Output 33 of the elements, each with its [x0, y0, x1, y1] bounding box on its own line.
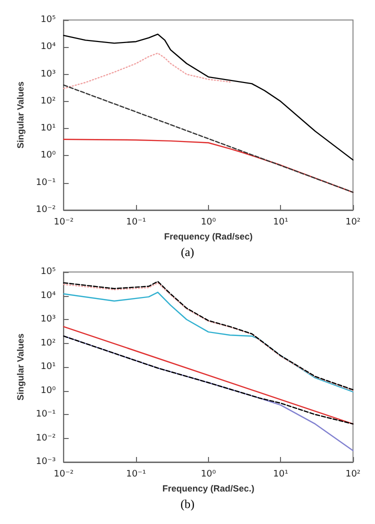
y-tick-label: 10⁻³: [36, 457, 56, 467]
text: (b): [180, 497, 195, 511]
y-tick-label: 10³: [40, 314, 56, 324]
y-tick-label: 10²: [40, 338, 56, 348]
x-axis-title: Frequency (Rad/Sec.): [162, 483, 254, 494]
x-tick-label: 10¹: [273, 218, 289, 228]
y-tick-label: 10⁻²: [36, 205, 56, 215]
y-tick-label: 10¹: [40, 362, 56, 372]
y-tick-label: 10⁵: [40, 267, 56, 277]
y-axis-title: Singular Values: [16, 333, 26, 401]
x-tick-label: 10⁰: [200, 470, 216, 480]
y-tick-label: 10³: [40, 69, 56, 80]
x-tick-label: 10⁻¹: [126, 470, 146, 480]
y-tick-label: 10⁻²: [36, 433, 56, 444]
y-tick-label: 10⁴: [40, 42, 56, 52]
x-tick-label: 10⁻²: [54, 218, 74, 228]
y-tick-label: 10⁰: [40, 386, 56, 396]
y-tick-label: 10²: [40, 96, 56, 106]
y-tick-label: 10⁻¹: [36, 410, 56, 420]
x-axis-title: Frequency (Rad/sec): [164, 231, 253, 242]
y-tick-label: 10⁴: [40, 290, 56, 301]
text: (a): [180, 245, 194, 259]
x-tick-label: 10⁰: [200, 218, 216, 228]
x-tick-label: 10¹: [273, 470, 289, 480]
y-tick-label: 10⁵: [40, 15, 56, 25]
y-axis-title: Singular Values: [16, 81, 26, 149]
y-tick-label: 10⁰: [40, 150, 56, 161]
x-tick-label: 10⁻¹: [126, 218, 146, 228]
y-tick-label: 10⁻¹: [36, 178, 56, 188]
x-tick-label: 10²: [345, 470, 361, 480]
y-tick-label: 10¹: [40, 124, 56, 134]
x-tick-label: 10⁻²: [54, 470, 74, 480]
x-tick-label: 10²: [345, 218, 361, 228]
